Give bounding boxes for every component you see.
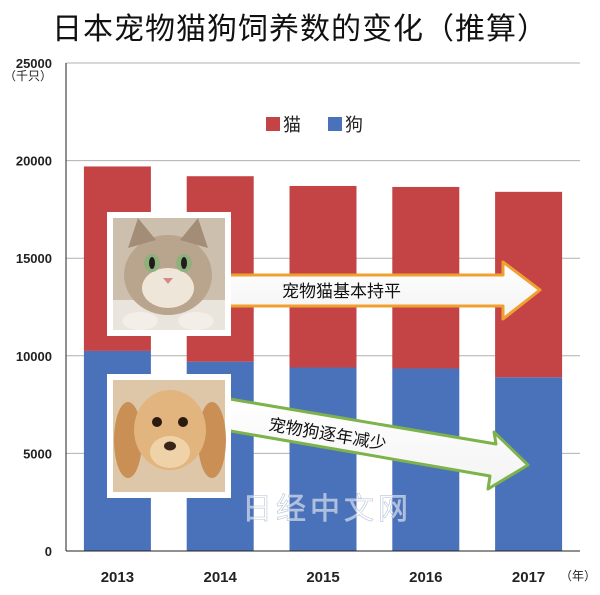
watermark: 日经中文网 — [242, 492, 412, 527]
y-tick-label: 5000 — [23, 446, 52, 461]
x-tick-label: 2017 — [512, 569, 545, 586]
cat-trend-label: 宠物猫基本持平 — [282, 282, 401, 302]
legend-swatch-cat — [266, 117, 280, 131]
legend-label-dog: 狗 — [345, 115, 363, 136]
chart-title: 日本宠物猫狗饲养数的变化（推算） — [52, 12, 548, 47]
y-tick-label: 15000 — [16, 251, 52, 266]
dog-photo — [107, 374, 231, 498]
bar-segment — [289, 367, 357, 551]
legend: 猫 狗 — [266, 115, 363, 136]
x-tick-label: 2014 — [204, 569, 238, 586]
x-axis-unit: （年） — [560, 569, 596, 583]
y-axis-unit: （千只） — [4, 69, 52, 83]
x-tick-label: 2015 — [306, 569, 339, 586]
cat-photo — [107, 212, 231, 336]
x-tick-label: 2016 — [409, 569, 442, 586]
y-tick-label: 10000 — [16, 349, 52, 364]
dog-trend-arrow — [217, 396, 530, 491]
y-tick-label: 25000 — [16, 56, 52, 71]
axes: 0 5000 10000 15000 20000 25000 2013 2014 2015 201… — [16, 56, 580, 586]
legend-swatch-dog — [328, 117, 342, 131]
legend-label-cat: 猫 — [283, 115, 301, 136]
y-tick-label: 20000 — [16, 154, 52, 169]
y-tick-label: 0 — [45, 544, 52, 559]
dog-annotation: 宠物狗逐年减少 — [107, 374, 530, 498]
cat-trend-arrow — [220, 260, 542, 321]
x-tick-label: 2013 — [101, 569, 134, 586]
cat-annotation: 宠物猫基本持平 — [107, 212, 542, 336]
